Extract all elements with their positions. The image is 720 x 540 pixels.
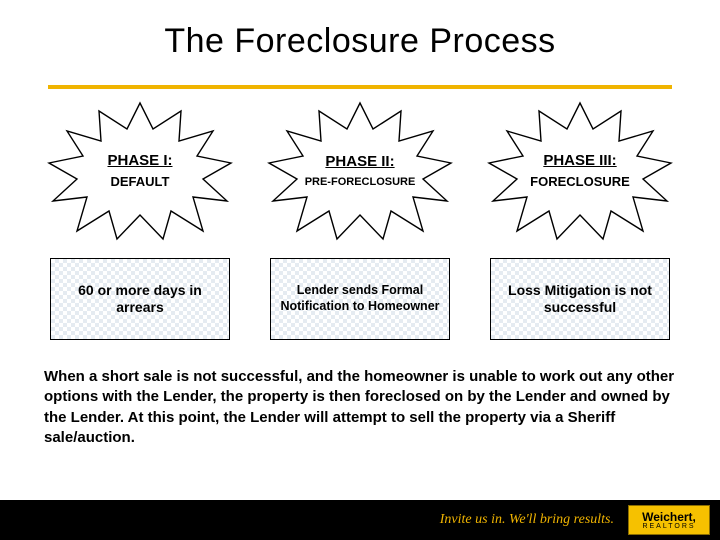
- phase-box-1-text: 60 or more days in arrears: [59, 282, 221, 317]
- logo-line1: Weichert,: [642, 511, 696, 523]
- phase-sub: PRE-FORECLOSURE: [305, 176, 416, 190]
- phase-sub: DEFAULT: [107, 174, 172, 190]
- logo-line2: REALTORS: [642, 523, 695, 530]
- phase-box-row: 60 or more days in arrears Lender sends …: [30, 249, 690, 349]
- weichert-logo: Weichert, REALTORS: [628, 505, 710, 535]
- phase-burst-row: PHASE I: DEFAULT PHASE II: PRE-FORECLOSU…: [30, 101, 690, 241]
- phase-box-3: Loss Mitigation is not successful: [490, 258, 670, 340]
- phase-box-2: Lender sends Formal Notification to Home…: [270, 258, 450, 340]
- phase-burst-3-text: PHASE III: FORECLOSURE: [530, 152, 630, 191]
- phase-box-3-text: Loss Mitigation is not successful: [499, 282, 661, 317]
- phase-burst-3: PHASE III: FORECLOSURE: [485, 101, 675, 241]
- phase-burst-1-text: PHASE I: DEFAULT: [107, 152, 172, 191]
- phase-box-1: 60 or more days in arrears: [50, 258, 230, 340]
- phase-burst-2-text: PHASE II: PRE-FORECLOSURE: [305, 153, 416, 190]
- footer-tagline: Invite us in. We'll bring results.: [440, 512, 614, 528]
- page-title: The Foreclosure Process: [0, 0, 720, 61]
- phase-burst-2: PHASE II: PRE-FORECLOSURE: [265, 101, 455, 241]
- footer-bar: Invite us in. We'll bring results. Weich…: [0, 500, 720, 540]
- title-underline: [48, 85, 672, 89]
- phase-label: PHASE II:: [305, 153, 416, 172]
- phase-label: PHASE III:: [530, 152, 630, 171]
- phase-box-2-text: Lender sends Formal Notification to Home…: [279, 283, 441, 314]
- phase-label: PHASE I:: [107, 152, 172, 171]
- phase-sub: FORECLOSURE: [530, 174, 630, 190]
- phase-burst-1: PHASE I: DEFAULT: [45, 101, 235, 241]
- description-paragraph: When a short sale is not successful, and…: [44, 367, 676, 448]
